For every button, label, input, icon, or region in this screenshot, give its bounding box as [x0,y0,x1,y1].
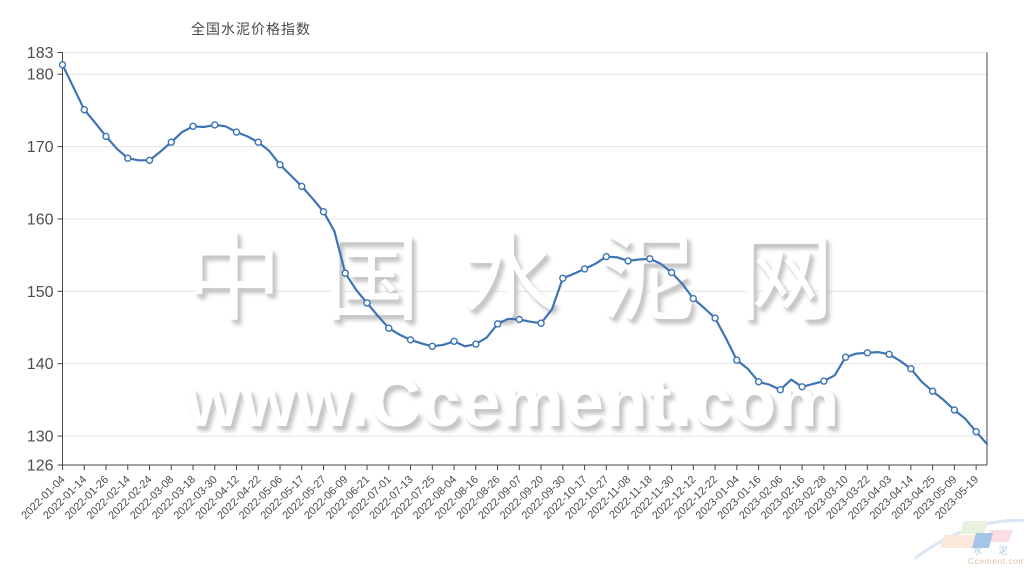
svg-text:2023-01-04: 2023-01-04 [694,474,742,522]
svg-text:2022-10-17: 2022-10-17 [541,474,589,522]
svg-text:180: 180 [27,67,54,84]
svg-text:160: 160 [27,211,54,228]
svg-text:2022-09-20: 2022-09-20 [498,474,546,522]
logo-blue-tile-icon [972,533,993,548]
svg-text:130: 130 [27,429,54,446]
svg-text:2023-03-10: 2023-03-10 [802,474,850,522]
svg-text:2022-07-13: 2022-07-13 [367,474,415,522]
svg-text:2022-10-27: 2022-10-27 [563,474,611,522]
watermark-cn-text: 中国水泥网 [186,226,876,333]
svg-text:2022-11-18: 2022-11-18 [607,474,655,522]
y-axis-labels: 183 180 170 160 150 140 130 126 [27,45,63,475]
svg-text:2022-03-30: 2022-03-30 [172,474,220,522]
logo-peach-tile-icon [940,535,976,548]
svg-text:2023-02-06: 2023-02-06 [737,474,785,522]
svg-text:2022-12-22: 2022-12-22 [672,474,720,522]
svg-text:140: 140 [27,356,54,373]
svg-text:2022-03-08: 2022-03-08 [128,474,176,522]
svg-text:2022-08-16: 2022-08-16 [433,474,481,522]
logo-text-en: Ccement.com [968,556,1024,566]
svg-text:2023-03-22: 2023-03-22 [824,474,872,522]
svg-text:2023-04-03: 2023-04-03 [846,474,894,522]
svg-text:2023-04-14: 2023-04-14 [868,474,916,522]
svg-text:2023-01-16: 2023-01-16 [715,474,763,522]
watermark-url-text: www.Ccement.com [186,363,841,441]
svg-text:2022-09-30: 2022-09-30 [520,474,568,522]
svg-text:183: 183 [27,45,54,62]
svg-text:2022-07-01: 2022-07-01 [346,474,394,522]
svg-text:2022-04-22: 2022-04-22 [215,474,263,522]
logo-green-tile-icon [960,521,988,534]
svg-text:2022-06-21: 2022-06-21 [324,474,372,522]
svg-text:170: 170 [27,139,54,156]
svg-text:2023-02-16: 2023-02-16 [759,474,807,522]
svg-text:2022-09-07: 2022-09-07 [476,474,524,522]
svg-text:150: 150 [27,284,54,301]
ccement-logo-graphic-icon [915,518,1024,561]
svg-text:2023-02-28: 2023-02-28 [781,474,829,522]
svg-text:2022-05-17: 2022-05-17 [259,474,307,522]
ccement-logo: 水 泥 网 Ccement.com [915,495,1024,575]
svg-text:2022-01-04: 2022-01-04 [19,474,67,522]
svg-text:2022-08-26: 2022-08-26 [454,474,502,522]
svg-text:2022-01-26: 2022-01-26 [63,474,111,522]
svg-text:2022-12-12: 2022-12-12 [650,474,698,522]
svg-text:2022-06-09: 2022-06-09 [302,474,350,522]
svg-text:2022-05-06: 2022-05-06 [237,474,285,522]
svg-text:2022-11-30: 2022-11-30 [629,474,677,522]
svg-text:2022-07-25: 2022-07-25 [389,474,437,522]
logo-text-cn: 水 泥 网 [973,546,1024,556]
svg-text:2022-02-14: 2022-02-14 [85,474,133,522]
svg-text:126: 126 [27,458,54,475]
svg-text:2022-03-18: 2022-03-18 [150,474,198,522]
x-axis-labels: 2022-01-042022-01-142022-01-262022-02-14… [19,465,981,522]
svg-text:2022-02-24: 2022-02-24 [106,474,154,522]
svg-text:2022-01-14: 2022-01-14 [41,474,89,522]
chart-title: 全国水泥价格指数 [191,21,311,37]
svg-text:2022-05-27: 2022-05-27 [280,474,328,522]
svg-text:2022-04-12: 2022-04-12 [193,474,241,522]
svg-text:2022-11-08: 2022-11-08 [586,474,634,522]
svg-text:2022-08-04: 2022-08-04 [411,474,459,522]
